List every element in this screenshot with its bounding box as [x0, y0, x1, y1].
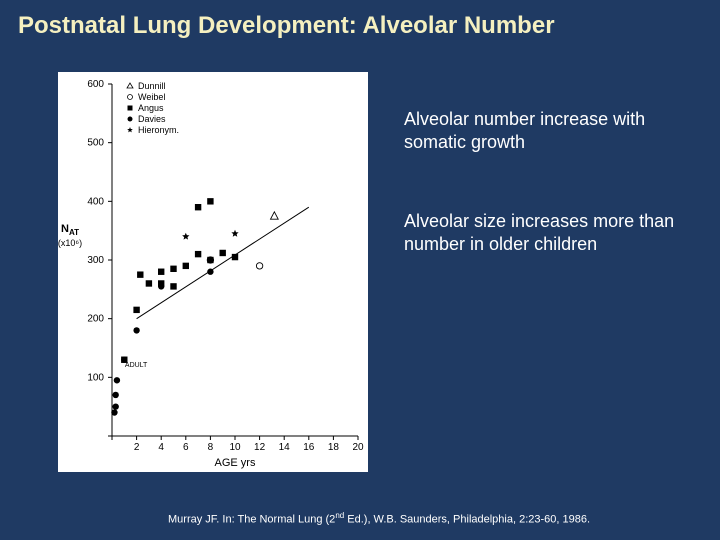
svg-text:10: 10 — [229, 442, 241, 453]
svg-text:(x10⁶): (x10⁶) — [58, 238, 82, 248]
chart-svg: 100 200 300 400 500 600 2 4 6 8 10 12 14 16 18 20 AGE yr… — [58, 72, 368, 472]
citation-text: Murray JF. In: The Normal Lung (2nd Ed.)… — [168, 511, 590, 526]
svg-text:6: 6 — [183, 442, 189, 453]
svg-text:16: 16 — [303, 442, 315, 453]
svg-text:200: 200 — [87, 314, 104, 325]
svg-text:Davies: Davies — [138, 114, 166, 124]
svg-text:18: 18 — [328, 442, 340, 453]
citation-suffix: Ed.), W.B. Saunders, Philadelphia, 2:23-… — [344, 514, 590, 526]
svg-text:Angus: Angus — [138, 103, 164, 113]
svg-text:AGE yrs: AGE yrs — [215, 457, 256, 469]
bullet-text-2: Alveolar size increases more than number… — [404, 210, 684, 257]
svg-text:500: 500 — [87, 138, 104, 149]
svg-text:400: 400 — [87, 196, 104, 207]
svg-text:100: 100 — [87, 372, 104, 383]
svg-text:14: 14 — [279, 442, 291, 453]
citation-sup: nd — [335, 511, 344, 520]
svg-text:ADULT: ADULT — [125, 362, 148, 369]
svg-text:300: 300 — [87, 255, 104, 266]
svg-text:2: 2 — [134, 442, 140, 453]
citation-prefix: Murray JF. In: The Normal Lung (2 — [168, 514, 335, 526]
svg-text:Weibel: Weibel — [138, 92, 165, 102]
bullet-text-1: Alveolar number increase with somatic gr… — [404, 108, 684, 155]
svg-text:8: 8 — [208, 442, 214, 453]
svg-text:20: 20 — [352, 442, 364, 453]
alveolar-number-chart: 100 200 300 400 500 600 2 4 6 8 10 12 14 16 18 20 AGE yr… — [58, 72, 368, 472]
svg-text:Dunnill: Dunnill — [138, 81, 166, 91]
slide-title: Postnatal Lung Development: Alveolar Num… — [18, 12, 702, 40]
svg-text:12: 12 — [254, 442, 266, 453]
svg-text:4: 4 — [158, 442, 164, 453]
svg-text:NAT: NAT — [61, 223, 79, 237]
svg-text:600: 600 — [87, 79, 104, 90]
svg-text:Hieronym.: Hieronym. — [138, 125, 179, 135]
